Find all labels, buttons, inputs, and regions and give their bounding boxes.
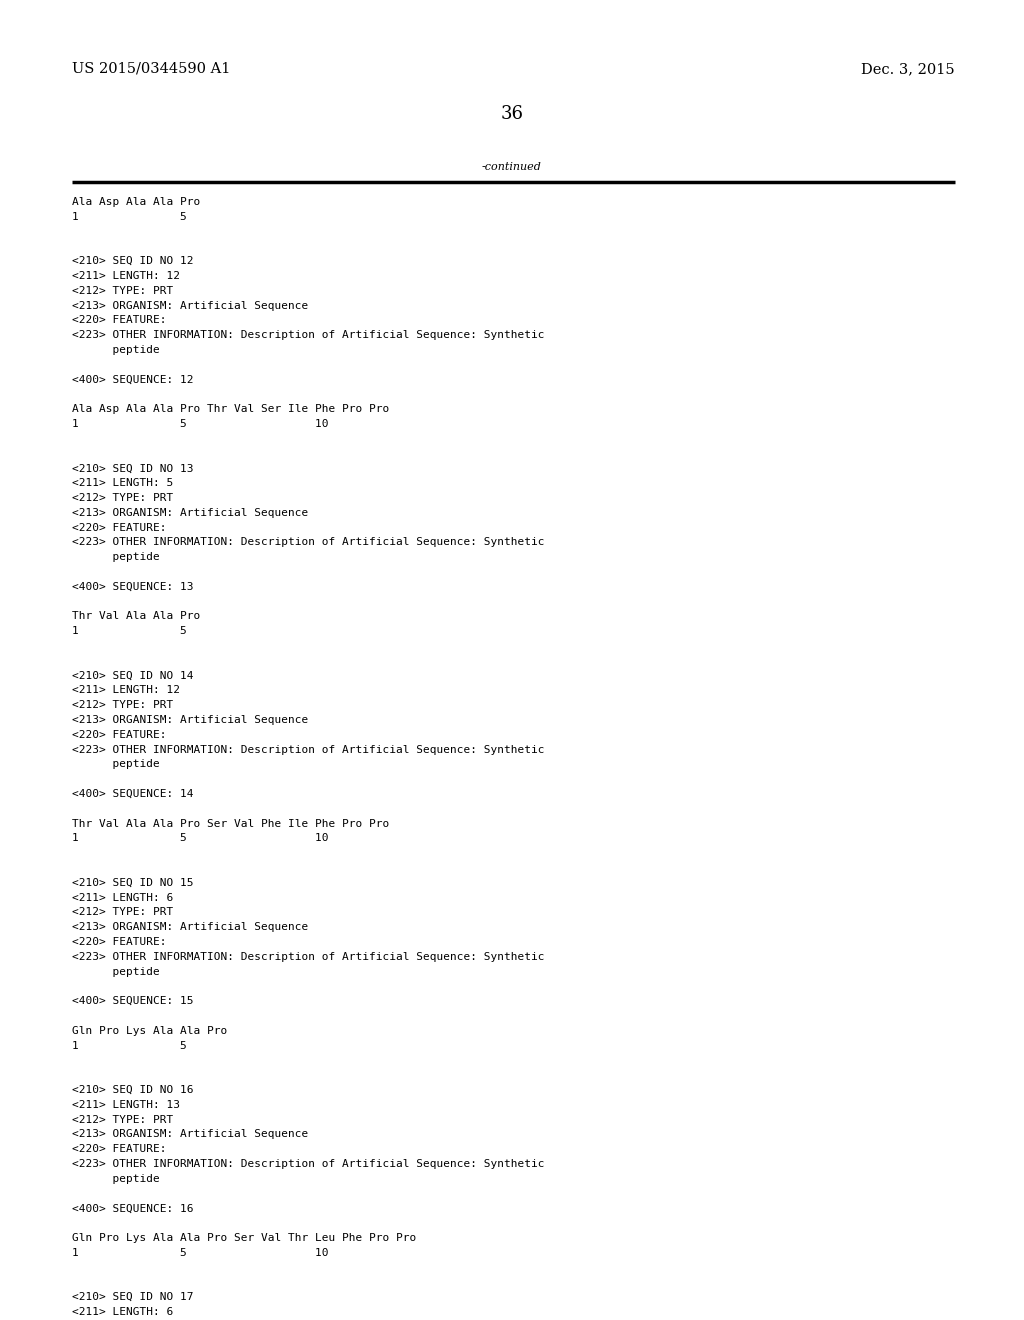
Text: <220> FEATURE:: <220> FEATURE:	[72, 315, 167, 326]
Text: <220> FEATURE:: <220> FEATURE:	[72, 937, 167, 946]
Text: <223> OTHER INFORMATION: Description of Artificial Sequence: Synthetic: <223> OTHER INFORMATION: Description of …	[72, 330, 545, 341]
Text: <212> TYPE: PRT: <212> TYPE: PRT	[72, 286, 173, 296]
Text: <213> ORGANISM: Artificial Sequence: <213> ORGANISM: Artificial Sequence	[72, 715, 308, 725]
Text: <400> SEQUENCE: 16: <400> SEQUENCE: 16	[72, 1204, 194, 1213]
Text: Gln Pro Lys Ala Ala Pro: Gln Pro Lys Ala Ala Pro	[72, 1026, 227, 1036]
Text: <211> LENGTH: 12: <211> LENGTH: 12	[72, 685, 180, 696]
Text: Thr Val Ala Ala Pro: Thr Val Ala Ala Pro	[72, 611, 201, 622]
Text: <213> ORGANISM: Artificial Sequence: <213> ORGANISM: Artificial Sequence	[72, 508, 308, 517]
Text: <223> OTHER INFORMATION: Description of Artificial Sequence: Synthetic: <223> OTHER INFORMATION: Description of …	[72, 952, 545, 962]
Text: <400> SEQUENCE: 15: <400> SEQUENCE: 15	[72, 997, 194, 1006]
Text: <400> SEQUENCE: 13: <400> SEQUENCE: 13	[72, 582, 194, 591]
Text: <210> SEQ ID NO 17: <210> SEQ ID NO 17	[72, 1292, 194, 1303]
Text: <220> FEATURE:: <220> FEATURE:	[72, 1144, 167, 1154]
Text: 1               5                   10: 1 5 10	[72, 418, 329, 429]
Text: 36: 36	[501, 106, 523, 123]
Text: <400> SEQUENCE: 12: <400> SEQUENCE: 12	[72, 375, 194, 384]
Text: <220> FEATURE:: <220> FEATURE:	[72, 523, 167, 532]
Text: -continued: -continued	[482, 162, 542, 172]
Text: <212> TYPE: PRT: <212> TYPE: PRT	[72, 1114, 173, 1125]
Text: <213> ORGANISM: Artificial Sequence: <213> ORGANISM: Artificial Sequence	[72, 301, 308, 310]
Text: 1               5: 1 5	[72, 1040, 186, 1051]
Text: <210> SEQ ID NO 15: <210> SEQ ID NO 15	[72, 878, 194, 888]
Text: <210> SEQ ID NO 13: <210> SEQ ID NO 13	[72, 463, 194, 474]
Text: peptide: peptide	[72, 345, 160, 355]
Text: <223> OTHER INFORMATION: Description of Artificial Sequence: Synthetic: <223> OTHER INFORMATION: Description of …	[72, 537, 545, 548]
Text: <223> OTHER INFORMATION: Description of Artificial Sequence: Synthetic: <223> OTHER INFORMATION: Description of …	[72, 744, 545, 755]
Text: Dec. 3, 2015: Dec. 3, 2015	[861, 62, 955, 77]
Text: <210> SEQ ID NO 12: <210> SEQ ID NO 12	[72, 256, 194, 267]
Text: <212> TYPE: PRT: <212> TYPE: PRT	[72, 492, 173, 503]
Text: Ala Asp Ala Ala Pro: Ala Asp Ala Ala Pro	[72, 197, 201, 207]
Text: <213> ORGANISM: Artificial Sequence: <213> ORGANISM: Artificial Sequence	[72, 1130, 308, 1139]
Text: peptide: peptide	[72, 759, 160, 770]
Text: peptide: peptide	[72, 552, 160, 562]
Text: 1               5: 1 5	[72, 211, 186, 222]
Text: <211> LENGTH: 5: <211> LENGTH: 5	[72, 478, 173, 488]
Text: 1               5                   10: 1 5 10	[72, 1247, 329, 1258]
Text: <210> SEQ ID NO 16: <210> SEQ ID NO 16	[72, 1085, 194, 1096]
Text: <211> LENGTH: 6: <211> LENGTH: 6	[72, 892, 173, 903]
Text: <211> LENGTH: 6: <211> LENGTH: 6	[72, 1307, 173, 1317]
Text: <210> SEQ ID NO 14: <210> SEQ ID NO 14	[72, 671, 194, 681]
Text: <211> LENGTH: 12: <211> LENGTH: 12	[72, 271, 180, 281]
Text: <220> FEATURE:: <220> FEATURE:	[72, 730, 167, 739]
Text: peptide: peptide	[72, 1173, 160, 1184]
Text: peptide: peptide	[72, 966, 160, 977]
Text: 1               5                   10: 1 5 10	[72, 833, 329, 843]
Text: 1               5: 1 5	[72, 626, 186, 636]
Text: Thr Val Ala Ala Pro Ser Val Phe Ile Phe Pro Pro: Thr Val Ala Ala Pro Ser Val Phe Ile Phe …	[72, 818, 389, 829]
Text: <223> OTHER INFORMATION: Description of Artificial Sequence: Synthetic: <223> OTHER INFORMATION: Description of …	[72, 1159, 545, 1170]
Text: US 2015/0344590 A1: US 2015/0344590 A1	[72, 62, 230, 77]
Text: <212> TYPE: PRT: <212> TYPE: PRT	[72, 907, 173, 917]
Text: <213> ORGANISM: Artificial Sequence: <213> ORGANISM: Artificial Sequence	[72, 923, 308, 932]
Text: Ala Asp Ala Ala Pro Thr Val Ser Ile Phe Pro Pro: Ala Asp Ala Ala Pro Thr Val Ser Ile Phe …	[72, 404, 389, 414]
Text: Gln Pro Lys Ala Ala Pro Ser Val Thr Leu Phe Pro Pro: Gln Pro Lys Ala Ala Pro Ser Val Thr Leu …	[72, 1233, 416, 1243]
Text: <212> TYPE: PRT: <212> TYPE: PRT	[72, 700, 173, 710]
Text: <400> SEQUENCE: 14: <400> SEQUENCE: 14	[72, 789, 194, 799]
Text: <211> LENGTH: 13: <211> LENGTH: 13	[72, 1100, 180, 1110]
